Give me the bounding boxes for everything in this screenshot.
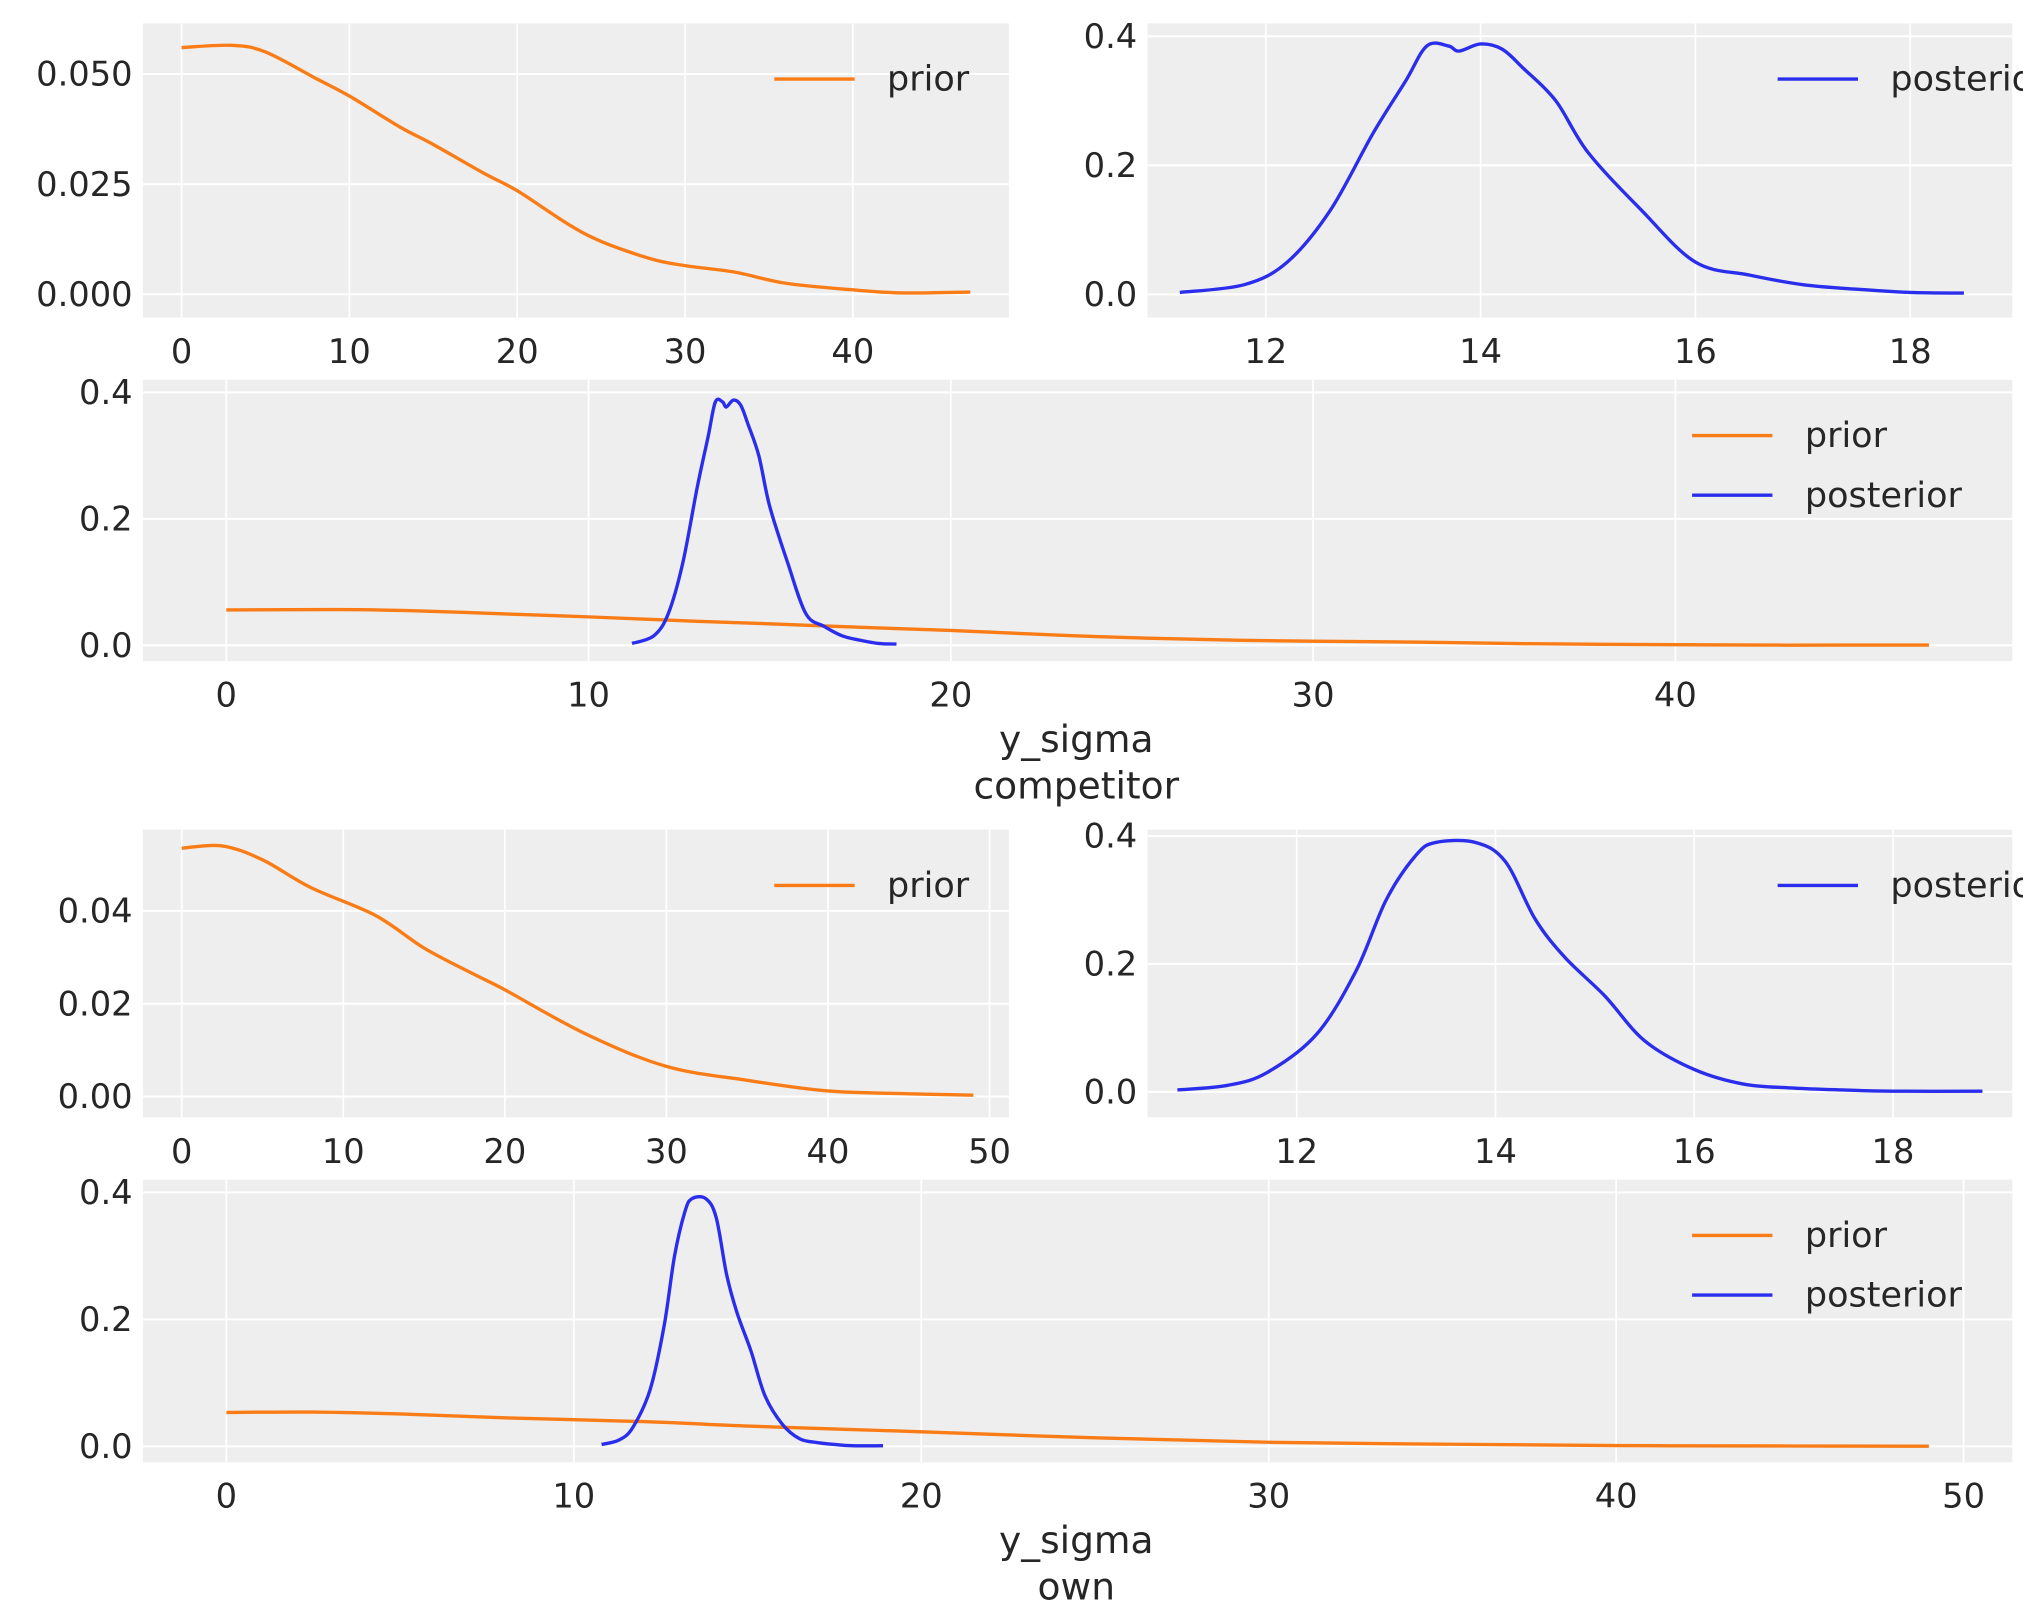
series-line-posterior <box>601 1195 884 1448</box>
x-tick-label: 16 <box>1674 332 1717 371</box>
x-tick-label: 12 <box>1275 1132 1318 1171</box>
y-tick-label: 0.0 <box>1084 1073 1138 1112</box>
y-tick-label: 0.2 <box>1084 146 1138 185</box>
series-line-posterior <box>631 397 897 646</box>
legend-label: posterior <box>1890 60 2023 100</box>
legend-label: posterior <box>1805 476 1963 516</box>
legend-label: prior <box>1805 416 1888 456</box>
x-tick-label: 14 <box>1459 332 1502 371</box>
legend-label: posterior <box>1890 866 2023 906</box>
x-tick-label: 30 <box>645 1132 688 1171</box>
axes-background <box>142 23 1009 318</box>
axes-background <box>142 1179 2013 1463</box>
y-tick-label: 0.050 <box>36 55 132 94</box>
series-line-prior <box>181 43 971 295</box>
series-line-posterior <box>1177 838 1983 1093</box>
x-tick-label: 0 <box>171 1132 192 1171</box>
y-tick-label: 0.0 <box>1084 275 1138 314</box>
x-tick-label: 10 <box>552 1477 595 1516</box>
panel-own_posterior: 12 14 16 18 0.0 0.2 0.4 posterior <box>1084 817 2023 1171</box>
y-tick-label: 0.2 <box>1084 945 1138 984</box>
panel-competitor_prior: 0 10 20 30 40 0.000 0.025 0.050 prior <box>36 23 1009 371</box>
panel-own_combined: 0 10 20 30 40 50 0.0 0.2 0.4 prior posterior y_sigm… <box>79 1173 2013 1609</box>
y-tick-label: 0.04 <box>58 892 133 931</box>
x-tick-label: 30 <box>1247 1477 1290 1516</box>
x-tick-label: 20 <box>483 1132 526 1171</box>
x-tick-label: 20 <box>929 675 972 714</box>
panel-own_prior: 0 10 20 30 40 50 0.00 0.02 0.04 prior <box>58 829 1011 1171</box>
x-tick-label: 18 <box>1889 332 1932 371</box>
series-line-prior <box>181 843 974 1097</box>
y-tick-label: 0.000 <box>36 275 132 314</box>
y-tick-label: 0.0 <box>79 1427 133 1466</box>
legend-label: prior <box>887 866 970 906</box>
x-tick-label: 12 <box>1244 332 1287 371</box>
axes-background <box>142 379 2013 662</box>
x-tick-label: 40 <box>1595 1477 1638 1516</box>
y-tick-label: 0.4 <box>1084 17 1138 56</box>
x-tick-label: 20 <box>900 1477 943 1516</box>
x-tick-label: 10 <box>328 332 371 371</box>
axes-background <box>142 829 1009 1118</box>
x-tick-label: 10 <box>567 675 610 714</box>
series-line-prior <box>226 607 1929 647</box>
panel-competitor_posterior: 12 14 16 18 0.0 0.2 0.4 posterior <box>1084 17 2023 371</box>
y-tick-label: 0.4 <box>1084 817 1138 856</box>
x-axis-label: y_sigma <box>999 717 1154 761</box>
x-tick-label: 50 <box>1942 1477 1985 1516</box>
x-tick-label: 0 <box>171 332 192 371</box>
x-tick-label: 18 <box>1872 1132 1915 1171</box>
x-tick-label: 40 <box>1654 675 1697 714</box>
x-tick-label: 40 <box>807 1132 850 1171</box>
x-tick-label: 14 <box>1474 1132 1517 1171</box>
legend-label: posterior <box>1805 1276 1963 1316</box>
x-tick-label: 10 <box>322 1132 365 1171</box>
x-axis-label: own <box>1038 1565 1116 1609</box>
y-tick-label: 0.025 <box>36 165 132 204</box>
x-tick-label: 16 <box>1673 1132 1716 1171</box>
x-tick-label: 50 <box>968 1132 1011 1171</box>
x-tick-label: 0 <box>216 675 237 714</box>
panel-competitor_combined: 0 10 20 30 40 0.0 0.2 0.4 prior posterior y_sigmac… <box>79 373 2013 808</box>
y-tick-label: 0.0 <box>79 626 133 665</box>
y-tick-label: 0.00 <box>58 1077 133 1116</box>
y-tick-label: 0.2 <box>79 1300 133 1339</box>
legend-label: prior <box>1805 1216 1888 1256</box>
x-tick-label: 40 <box>831 332 874 371</box>
y-tick-label: 0.02 <box>58 984 133 1023</box>
x-tick-label: 30 <box>664 332 707 371</box>
x-axis-label: y_sigma <box>999 1518 1154 1562</box>
y-tick-label: 0.2 <box>79 500 133 539</box>
legend-label: prior <box>887 60 970 100</box>
x-tick-label: 30 <box>1292 675 1335 714</box>
series-line-posterior <box>1179 41 1964 295</box>
x-tick-label: 20 <box>496 332 539 371</box>
axes-background <box>1147 23 2013 318</box>
x-tick-label: 0 <box>216 1477 237 1516</box>
x-axis-label: competitor <box>974 764 1180 808</box>
y-tick-label: 0.4 <box>79 373 133 412</box>
series-line-prior <box>226 1410 1929 1448</box>
y-tick-label: 0.4 <box>79 1173 133 1212</box>
